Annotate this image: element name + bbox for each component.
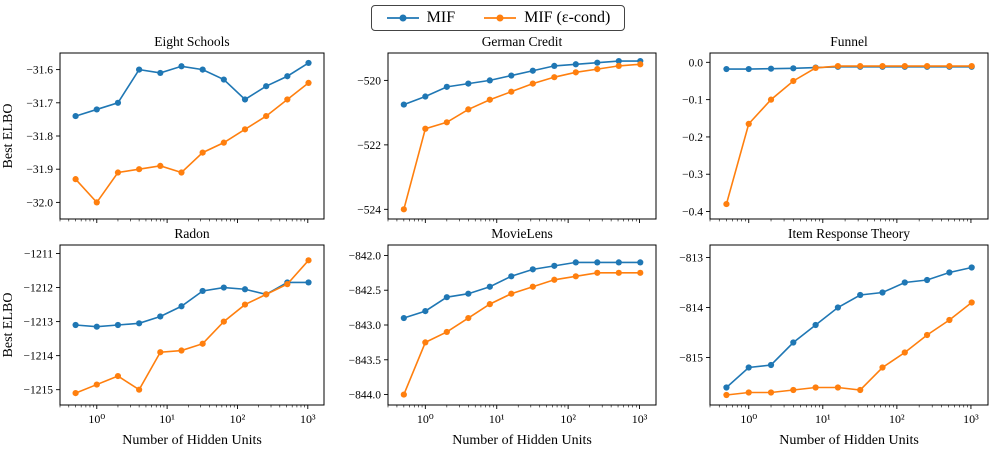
svg-text:10¹: 10¹ <box>815 412 831 426</box>
svg-text:Number of Hidden Units: Number of Hidden Units <box>779 433 919 448</box>
svg-text:−0.4: −0.4 <box>682 207 703 219</box>
svg-text:−520: −520 <box>357 75 381 87</box>
legend-label-mif: MIF <box>426 9 456 26</box>
legend: MIF MIF (ε-cond) <box>370 5 626 31</box>
svg-text:10²: 10² <box>889 412 905 426</box>
svg-text:−1213: −1213 <box>24 317 54 329</box>
svg-text:−0.1: −0.1 <box>682 95 703 107</box>
svg-text:10³: 10³ <box>300 412 316 426</box>
svg-text:−32.0: −32.0 <box>26 197 53 209</box>
chart-canvas-movielens: 10⁰ 10¹ 10² 10³ −842.0 −842.5 −843.0 −843.5 −844… <box>349 226 657 448</box>
svg-text:Eight Schools: Eight Schools <box>154 34 229 49</box>
svg-text:10¹: 10¹ <box>159 412 175 426</box>
svg-text:Funnel: Funnel <box>830 34 868 49</box>
legend-label-mif-eps-cond: MIF (ε-cond) <box>524 9 611 26</box>
subplot-german-credit: −520 −522 −524 German Credit <box>332 33 664 225</box>
svg-text:Best ELBO: Best ELBO <box>1 293 16 358</box>
svg-text:−31.7: −31.7 <box>26 98 53 110</box>
svg-text:−0.2: −0.2 <box>682 132 703 144</box>
chart-canvas-funnel: 0.0 −0.1 −0.2 −0.3 −0.4 Funnel <box>682 34 989 223</box>
subplot-funnel: 0.0 −0.1 −0.2 −0.3 −0.4 Funnel <box>664 33 996 225</box>
subplot-radon: 10⁰ 10¹ 10² 10³ −1211 −1212 −1213 −1214 −1215 Rad… <box>0 225 332 449</box>
svg-text:10³: 10³ <box>632 412 648 426</box>
legend-marker-mif-eps-cond-icon <box>483 12 517 24</box>
chart-canvas-radon: 10⁰ 10¹ 10² 10³ −1211 −1212 −1213 −1214 −1215 Rad… <box>1 226 325 448</box>
svg-text:Number of Hidden Units: Number of Hidden Units <box>452 433 592 448</box>
svg-text:−844.0: −844.0 <box>349 390 382 402</box>
svg-text:−813: −813 <box>679 253 703 265</box>
svg-text:−842.5: −842.5 <box>349 285 382 297</box>
svg-text:−524: −524 <box>357 204 381 216</box>
svg-text:10⁰: 10⁰ <box>417 412 434 426</box>
subplot-eight-schools: −31.6 −31.7 −31.8 −31.9 −32.0 Eight Schools Be… <box>0 33 332 225</box>
svg-text:−842.0: −842.0 <box>349 250 382 262</box>
svg-text:0.0: 0.0 <box>689 57 704 69</box>
chart-canvas-eight-schools: −31.6 −31.7 −31.8 −31.9 −32.0 Eight Schools Be… <box>1 34 325 223</box>
svg-text:Best ELBO: Best ELBO <box>1 104 16 169</box>
svg-text:−1212: −1212 <box>24 283 54 295</box>
svg-text:MovieLens: MovieLens <box>491 226 553 241</box>
subplot-grid: −31.6 −31.7 −31.8 −31.9 −32.0 Eight Schools Be… <box>0 33 996 449</box>
chart-canvas-german-credit: −520 −522 −524 German Credit <box>357 34 657 223</box>
svg-text:10²: 10² <box>560 412 576 426</box>
svg-text:10⁰: 10⁰ <box>88 412 105 426</box>
svg-text:−1211: −1211 <box>24 249 53 261</box>
svg-text:Item Response Theory: Item Response Theory <box>788 226 910 241</box>
svg-text:−815: −815 <box>679 353 703 365</box>
svg-text:Radon: Radon <box>174 226 209 241</box>
svg-text:−31.6: −31.6 <box>26 65 53 77</box>
legend-item-mif-eps-cond: MIF (ε-cond) <box>483 9 610 27</box>
svg-text:Number of Hidden Units: Number of Hidden Units <box>122 433 262 448</box>
svg-text:−0.3: −0.3 <box>682 169 703 181</box>
subplot-movielens: 10⁰ 10¹ 10² 10³ −842.0 −842.5 −843.0 −843.5 −844… <box>332 225 664 449</box>
svg-text:German Credit: German Credit <box>482 34 563 49</box>
svg-text:−1214: −1214 <box>24 351 54 363</box>
svg-text:10³: 10³ <box>963 412 979 426</box>
legend-marker-mif-icon <box>386 12 420 24</box>
svg-text:−31.8: −31.8 <box>26 131 53 143</box>
chart-canvas-item-response-theory: 10⁰ 10¹ 10² 10³ −813 −814 −815 Item Response Th… <box>679 226 989 448</box>
svg-text:−31.9: −31.9 <box>26 164 53 176</box>
subplot-item-response-theory: 10⁰ 10¹ 10² 10³ −813 −814 −815 Item Response Th… <box>664 225 996 449</box>
svg-text:10⁰: 10⁰ <box>740 412 757 426</box>
svg-text:−1215: −1215 <box>24 385 54 397</box>
svg-text:−843.5: −843.5 <box>349 355 382 367</box>
svg-text:−814: −814 <box>679 303 703 315</box>
svg-text:10¹: 10¹ <box>489 412 505 426</box>
legend-item-mif: MIF <box>386 9 455 27</box>
svg-text:−522: −522 <box>357 140 381 152</box>
svg-text:10²: 10² <box>230 412 246 426</box>
figure: MIF MIF (ε-cond) −31.6 −31.7 −31.8 −31.9 −32… <box>0 5 996 458</box>
svg-text:−843.0: −843.0 <box>349 320 382 332</box>
